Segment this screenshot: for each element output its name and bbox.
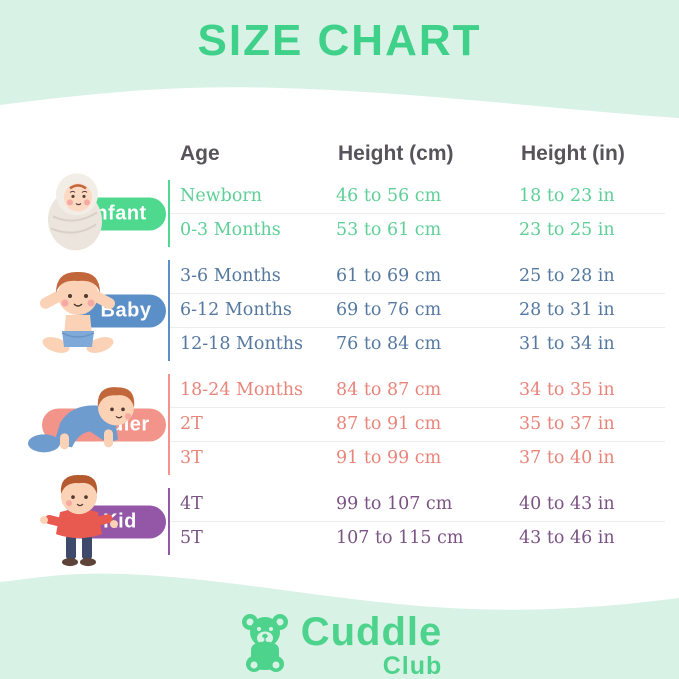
height-cm-cell: 99 to 107 cm [336,494,453,514]
size-table: Age Height (cm) Height (in) [20,142,665,568]
age-cell: 0-3 Months [180,220,281,240]
height-cm-cell: 46 to 56 cm [336,186,442,206]
crawling-toddler-illustration [28,386,135,452]
height-in-cell: 25 to 28 in [519,266,615,286]
table-row: 0-3 Months 53 to 61 cm 23 to 25 in [170,213,665,247]
height-in-cell: 31 to 34 in [519,334,615,354]
group-label-cell-kid: Kid [20,474,168,566]
height-cm-cell: 53 to 61 cm [336,220,442,240]
column-header-height-cm: Height (cm) [338,142,454,165]
table-row: Newborn 46 to 56 cm 18 to 23 in [170,180,665,213]
table-group-infant: Infant Newborn 46 to 56 cm 18 to 23 in 0… [20,172,665,250]
table-row: 5T 107 to 115 cm 43 to 46 in [170,521,665,555]
page-title: SIZE CHART [197,16,482,65]
sitting-baby-illustration [39,271,116,353]
age-cell: 6-12 Months [180,300,292,320]
age-cell: 3T [180,448,203,468]
table-group-baby: Baby 3-6 Months 61 to 69 cm 25 to 28 in … [20,260,665,361]
height-cm-cell: 107 to 115 cm [336,528,464,548]
height-in-cell: 37 to 40 in [519,448,615,468]
card-top-wave [0,87,679,125]
table-row: 12-18 Months 76 to 84 cm 31 to 34 in [170,327,665,361]
age-cell: 12-18 Months [180,334,304,354]
group-rows-kid: 4T 99 to 107 cm 40 to 43 in 5T 107 to 11… [168,488,665,555]
height-in-cell: 43 to 46 in [519,528,615,548]
table-row: 3T 91 to 99 cm 37 to 40 in [170,441,665,475]
brand-subname: Club [382,652,443,679]
standing-kid-illustration [40,474,118,566]
table-group-toddler: Toddler 18-24 Months 84 to 87 cm 34 to 3… [20,374,665,475]
column-header-age: Age [180,142,220,165]
height-cm-cell: 61 to 69 cm [336,266,442,286]
table-row: 6-12 Months 69 to 76 cm 28 to 31 in [170,293,665,327]
height-in-cell: 34 to 35 in [519,380,615,400]
height-in-cell: 40 to 43 in [519,494,615,514]
table-row: 4T 99 to 107 cm 40 to 43 in [170,488,665,521]
age-cell: 4T [180,494,203,514]
height-in-cell: 18 to 23 in [519,186,615,206]
brand-footer: Cuddle Club [0,612,679,679]
table-row: 2T 87 to 91 cm 35 to 37 in [170,407,665,441]
table-row: 3-6 Months 61 to 69 cm 25 to 28 in [170,260,665,293]
age-cell: Newborn [180,186,263,206]
age-cell: 18-24 Months [180,380,304,400]
height-in-cell: 23 to 25 in [519,220,615,240]
swaddled-infant-illustration [47,172,103,250]
height-cm-cell: 76 to 84 cm [336,334,442,354]
age-cell: 5T [180,528,203,548]
height-cm-cell: 69 to 76 cm [336,300,442,320]
group-badge-baby: Baby [76,294,166,327]
group-rows-toddler: 18-24 Months 84 to 87 cm 34 to 35 in 2T … [168,374,665,475]
brand-wordmark: Cuddle Club [301,612,443,679]
column-header-height-in: Height (in) [521,142,625,165]
group-rows-infant: Newborn 46 to 56 cm 18 to 23 in 0-3 Mont… [168,180,665,247]
height-cm-cell: 84 to 87 cm [336,380,442,400]
age-cell: 3-6 Months [180,266,281,286]
teddy-bear-icon [241,614,288,672]
group-label-cell-baby: Baby [20,260,168,361]
height-in-cell: 28 to 31 in [519,300,615,320]
height-cm-cell: 87 to 91 cm [336,414,442,434]
card-bottom-wave [0,568,679,610]
table-row: 18-24 Months 84 to 87 cm 34 to 35 in [170,374,665,407]
brand-name: Cuddle [300,610,443,654]
table-group-kid: Kid 4T 99 to 107 cm 40 to 43 in 5T 107 t… [20,474,665,566]
group-rows-baby: 3-6 Months 61 to 69 cm 25 to 28 in 6-12 … [168,260,665,361]
group-label-cell-infant: Infant [20,172,168,250]
table-header-row: Age Height (cm) Height (in) [20,142,665,166]
height-cm-cell: 91 to 99 cm [336,448,442,468]
height-in-cell: 35 to 37 in [519,414,615,434]
group-label-cell-toddler: Toddler [20,374,168,475]
age-cell: 2T [180,414,203,434]
